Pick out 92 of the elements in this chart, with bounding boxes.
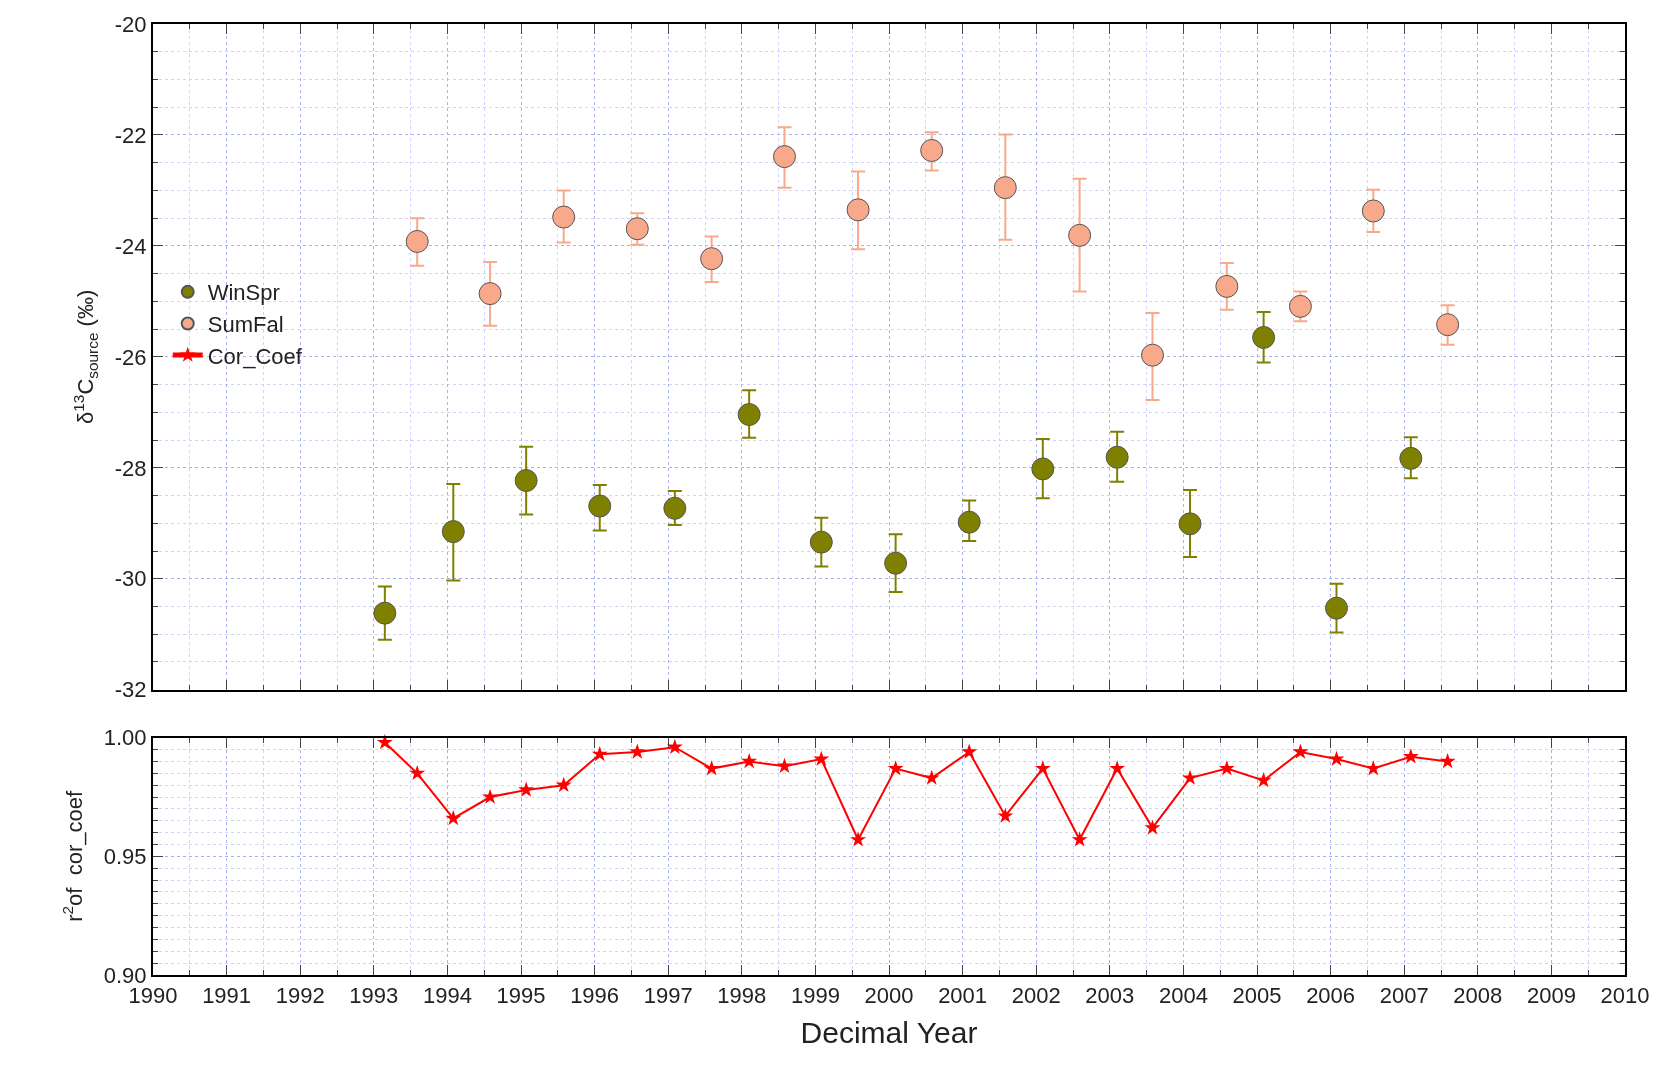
point [1361,199,1385,223]
y-tick-label: 0.95 [103,844,147,870]
point [1328,750,1345,766]
point [441,520,465,544]
point [376,734,393,750]
point [961,743,978,759]
y-tick-label: -28 [114,455,147,481]
x-axis-title: Decimal Year [800,1016,978,1050]
x-tick-label: 1996 [570,983,620,1009]
x-tick-label: 2010 [1600,983,1650,1009]
point [373,601,397,625]
y-tick-label: 1.00 [103,725,147,751]
x-tick-label: 1991 [202,983,252,1009]
point [518,781,535,797]
legend-label: SumFal [207,312,284,338]
point [1178,512,1202,536]
y-tick-label: -22 [114,122,147,148]
point [846,198,870,222]
y-tick-label: -24 [114,233,147,259]
point [1399,446,1423,470]
point [920,138,944,162]
point [409,764,426,781]
y-tick-label: -26 [114,344,147,370]
point [884,551,908,575]
point [666,738,683,755]
legend-label: Cor_Coef [207,343,303,369]
point [552,205,576,229]
point [813,750,830,766]
point [478,282,502,306]
point [591,745,608,762]
point [1105,445,1129,469]
point [773,145,796,169]
x-tick-label: 2004 [1158,983,1208,1009]
legend-label: WinSpr [207,280,280,306]
point [957,510,981,534]
point [482,788,499,804]
x-tick-label: 2008 [1453,983,1503,1009]
x-tick-label: 1993 [349,983,399,1009]
point [1144,819,1161,835]
point [741,753,758,769]
point [1218,760,1235,776]
point [1436,313,1460,337]
point [993,176,1017,200]
point [1141,343,1164,367]
x-tick-label: 1997 [643,983,693,1009]
point [445,810,462,826]
y-tick-label: -20 [114,11,147,37]
point [809,530,833,554]
point [923,769,940,785]
x-tick-label: 1994 [422,983,472,1009]
point [1255,772,1272,788]
point [588,494,612,518]
x-tick-label: 2006 [1306,983,1356,1009]
point [850,831,867,847]
x-tick-label: 2002 [1011,983,1061,1009]
point [663,496,687,520]
point [1439,753,1456,769]
y-tick-label: -32 [114,677,147,703]
x-tick-label: 2003 [1085,983,1135,1009]
point [1068,223,1092,247]
point [1031,457,1055,481]
point [1034,760,1051,776]
point [1292,743,1309,759]
point [405,229,429,253]
point [1402,748,1419,764]
point [1215,274,1239,298]
point [997,807,1014,823]
point [887,760,904,776]
point [1288,294,1312,318]
x-tick-label: 1995 [496,983,546,1009]
point [1071,831,1088,847]
x-tick-label: 2009 [1526,983,1576,1009]
x-tick-label: 1992 [275,983,325,1009]
point [1325,596,1348,620]
x-tick-label: 1999 [790,983,840,1009]
x-tick-label: 2005 [1232,983,1282,1009]
point [514,469,538,493]
x-tick-label: 2007 [1379,983,1429,1009]
point [625,217,649,241]
point [700,247,724,271]
point [1252,325,1276,349]
x-tick-label: 1998 [717,983,767,1009]
y-tick-label: -30 [114,566,147,592]
x-tick-label: 2000 [864,983,914,1009]
point [737,403,761,427]
point [776,757,793,773]
point [1182,769,1199,785]
point [703,760,720,776]
point [555,776,572,792]
point [629,743,646,759]
point [1109,760,1126,776]
x-tick-label: 2001 [938,983,988,1009]
